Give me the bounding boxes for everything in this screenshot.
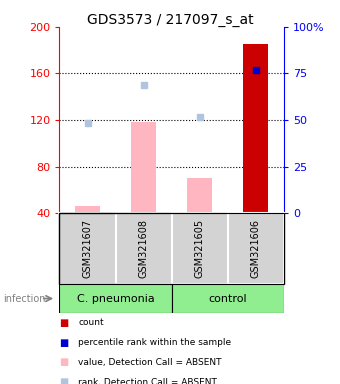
Text: control: control — [208, 293, 247, 304]
Text: ■: ■ — [59, 377, 69, 384]
Bar — [187, 178, 212, 213]
Text: percentile rank within the sample: percentile rank within the sample — [78, 338, 231, 347]
Text: C. pneumonia: C. pneumonia — [77, 293, 154, 304]
Bar — [131, 122, 156, 213]
Text: GSM321607: GSM321607 — [83, 219, 92, 278]
Bar — [228, 213, 284, 284]
Bar — [197, 210, 203, 213]
Text: GDS3573 / 217097_s_at: GDS3573 / 217097_s_at — [87, 13, 253, 27]
Bar — [116, 213, 172, 284]
Bar — [85, 210, 90, 213]
Text: value, Detection Call = ABSENT: value, Detection Call = ABSENT — [78, 358, 222, 367]
Text: ■: ■ — [59, 358, 69, 367]
Text: infection: infection — [3, 293, 46, 304]
Text: ■: ■ — [59, 318, 69, 328]
Text: ■: ■ — [59, 338, 69, 348]
Bar — [172, 213, 228, 284]
Bar — [75, 206, 100, 213]
Bar — [59, 213, 116, 284]
Text: GSM321606: GSM321606 — [251, 219, 261, 278]
Text: GSM321608: GSM321608 — [139, 219, 149, 278]
Bar — [172, 284, 284, 313]
Text: count: count — [78, 318, 104, 327]
Bar — [243, 44, 269, 213]
Bar — [141, 210, 147, 213]
Text: GSM321605: GSM321605 — [195, 219, 205, 278]
Text: rank, Detection Call = ABSENT: rank, Detection Call = ABSENT — [78, 378, 217, 384]
Bar — [59, 284, 172, 313]
